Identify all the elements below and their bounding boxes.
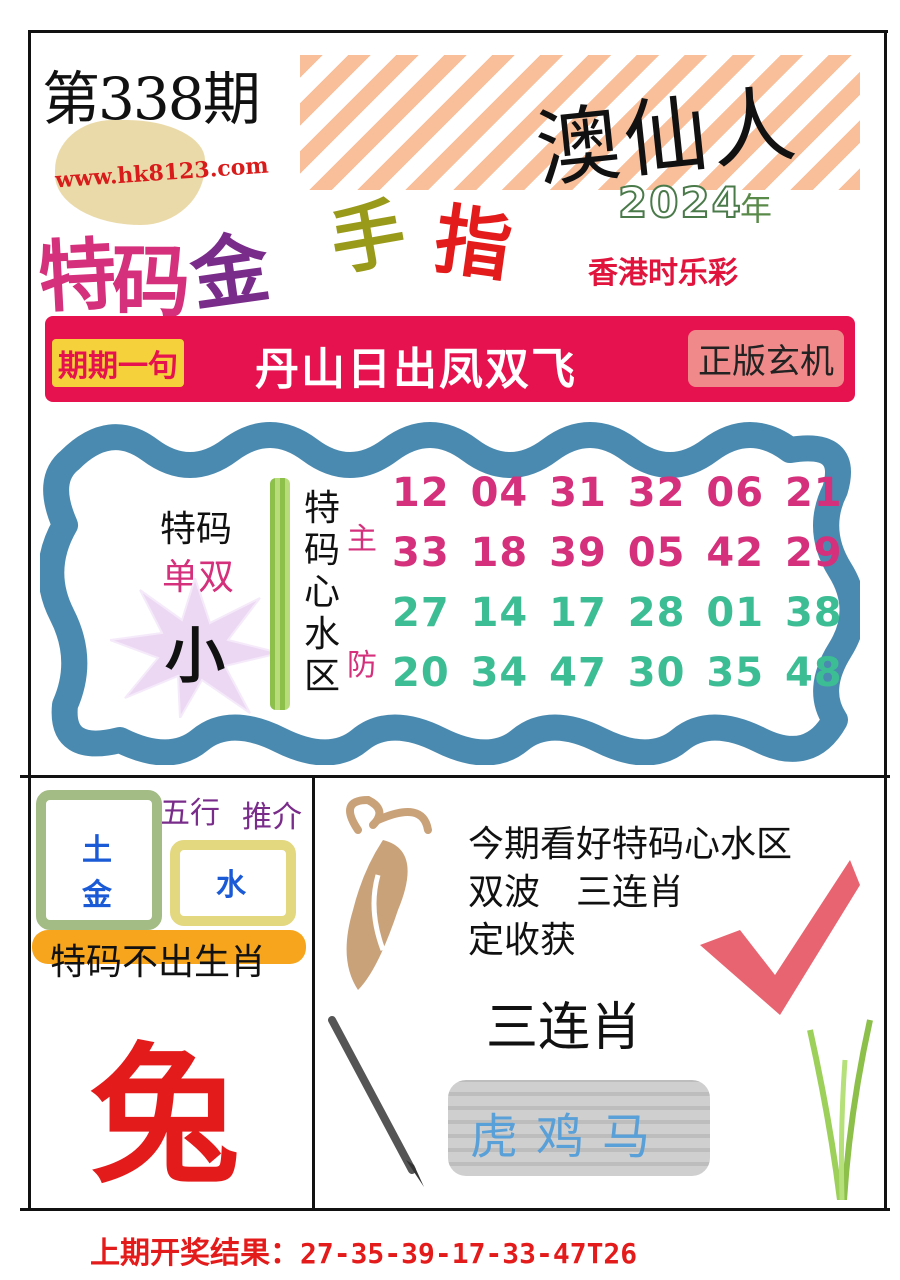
no-zodiac-label: 特码不出生肖 — [50, 942, 267, 983]
year: 2024 — [617, 177, 743, 228]
burst-shape — [110, 578, 280, 718]
zone-char-4: 水 — [303, 614, 340, 655]
special-label: 特码 — [160, 509, 233, 550]
defend-numbers-row-1: 27 14 17 28 01 38 — [392, 590, 843, 636]
last-result-value: 27-35-39-17-33-47T26 — [300, 1237, 638, 1270]
title-char-4: 手 — [324, 189, 413, 287]
last-result: 上期开奖结果：27-35-39-17-33-47T26 — [90, 1228, 637, 1272]
header-stripes — [300, 55, 860, 190]
no-zodiac-bar — [32, 930, 306, 964]
zodiac-values: 虎鸡马 — [470, 1109, 669, 1165]
zone-label: 特 码 心 水 区 — [302, 488, 342, 698]
last-result-label: 上期开奖结果： — [90, 1236, 300, 1271]
wave-frame — [40, 422, 860, 765]
main-label: 主 — [347, 522, 377, 557]
lottery-name: 香港时乐彩 — [588, 256, 738, 291]
title-char-1: 特 — [36, 230, 119, 324]
title-char-3: 金 — [185, 222, 275, 323]
frame-mid-vertical — [312, 778, 315, 1208]
elements-title-b: 推介 — [242, 800, 302, 835]
title-char-5: 指 — [429, 194, 517, 293]
element-char-metal: 金 — [82, 878, 112, 913]
issue-number: 第338期 — [42, 65, 261, 133]
main-numbers-row-1: 12 04 31 32 06 21 — [392, 470, 843, 516]
size-value: 小 — [165, 622, 225, 692]
frame-bottom — [20, 1208, 890, 1211]
element-box-1 — [36, 790, 162, 930]
desc-line-1: 今期看好特码心水区 — [468, 824, 793, 865]
desc-line-3: 定收获 — [468, 920, 577, 961]
defend-numbers-row-2: 20 34 47 30 35 48 — [392, 650, 843, 696]
grass-icon — [807, 1019, 873, 1200]
year-suffix: 年 — [740, 190, 773, 228]
frame-divider — [20, 775, 890, 778]
zone-char-3: 心 — [303, 572, 340, 613]
defend-label: 防 — [347, 648, 377, 683]
elements-title-a: 五行 — [160, 796, 220, 831]
slogan-text: 丹山日出凤双飞 — [255, 344, 577, 395]
official-tag: 正版玄机 — [688, 330, 844, 387]
zone-char-1: 特 — [303, 488, 340, 529]
zone-char-5: 区 — [303, 656, 340, 697]
title-char-2: 码 — [112, 238, 191, 328]
frame-left — [28, 30, 31, 1210]
element-box-2 — [170, 840, 296, 926]
bamboo-divider — [270, 478, 290, 710]
zone-char-2: 码 — [303, 530, 340, 571]
zodiac-panel — [448, 1080, 710, 1176]
element-char-earth: 土 — [82, 833, 112, 868]
frame-top — [28, 30, 888, 33]
main-numbers-row-2: 33 18 39 05 42 29 — [392, 530, 843, 576]
element-char-water: 水 — [216, 868, 246, 903]
frame-right — [884, 30, 887, 1210]
three-zodiac-label: 三连肖 — [486, 998, 643, 1058]
no-zodiac-value: 兔 — [90, 1028, 241, 1204]
checkmark-icon — [700, 860, 860, 1015]
desc-line-2: 双波 三连肖 — [468, 872, 685, 913]
pepper-icon — [346, 795, 432, 990]
header-blob — [55, 120, 205, 225]
brush-icon — [328, 1016, 424, 1187]
daily-phrase-tag: 期期一句 — [52, 339, 184, 387]
